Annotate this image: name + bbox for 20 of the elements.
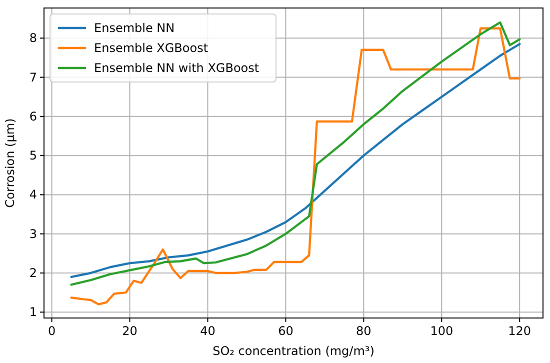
x-tick-label: 60 [278, 324, 294, 338]
x-tick-label: 20 [122, 324, 138, 338]
y-tick-label: 4 [29, 188, 37, 202]
y-tick-label: 6 [29, 109, 37, 124]
legend-label: Ensemble XGBoost [94, 41, 208, 55]
y-tick-label: 7 [29, 70, 37, 84]
x-tick-label: 40 [200, 324, 216, 338]
y-tick-label: 8 [29, 31, 37, 46]
x-axis-title: SO₂ concentration (mg/m³) [212, 344, 374, 358]
y-axis-title: Corrosion (μm) [3, 118, 17, 208]
legend-label: Ensemble NN [94, 21, 175, 35]
x-tick-label: 100 [430, 324, 454, 338]
y-tick-label: 2 [29, 266, 37, 280]
y-tick-label: 5 [29, 148, 37, 163]
x-tick-label: 0 [48, 324, 56, 338]
y-tick-label: 3 [29, 226, 37, 241]
legend-label: Ensemble NN with XGBoost [94, 61, 260, 75]
x-tick-label: 80 [356, 324, 372, 338]
x-tick-label: 120 [508, 324, 532, 338]
y-tick-label: 1 [29, 305, 37, 320]
